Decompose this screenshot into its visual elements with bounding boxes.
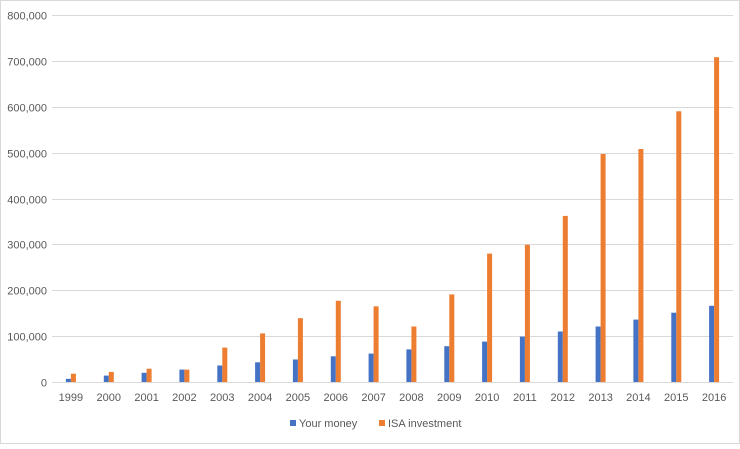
bar-isa-investment-2008 [411,326,417,382]
bar-isa-investment-2002 [184,369,190,382]
bar-isa-investment-2001 [146,368,152,382]
bar-your-money-2008 [406,349,412,382]
bar-your-money-2004 [255,362,261,382]
x-tick-label: 2013 [588,392,612,404]
bar-your-money-2009 [444,346,450,382]
bar-isa-investment-2000 [108,371,114,382]
legend-label: Your money [299,418,358,430]
x-tick-label: 2008 [399,392,423,404]
x-tick-label: 2002 [172,392,196,404]
bar-your-money-2016 [709,305,715,382]
y-tick-label: 700,000 [7,57,47,69]
x-tick-label: 2015 [664,392,688,404]
bar-your-money-2005 [292,359,298,382]
x-tick-label: 2014 [626,392,650,404]
legend-swatch [379,420,385,426]
y-tick-label: 400,000 [7,195,47,207]
bar-your-money-2011 [519,336,525,382]
x-tick-label: 2010 [475,392,499,404]
bar-your-money-2012 [557,331,563,382]
bar-your-money-2013 [595,326,601,382]
legend: Your money ISA investment [290,418,461,430]
x-tick-label: 2016 [702,392,726,404]
y-tick-label: 600,000 [7,103,47,115]
bar-your-money-1999 [65,378,71,382]
x-tick-label: 2011 [513,392,537,404]
x-tick-label: 2009 [437,392,461,404]
bar-your-money-2015 [671,312,677,382]
x-tick-label: 2003 [210,392,234,404]
bar-isa-investment-2005 [297,318,303,382]
bars [65,57,720,383]
bar-isa-investment-2015 [676,111,682,383]
y-tick-label: 800,000 [7,11,47,23]
x-tick-label: 2000 [97,392,121,404]
bar-your-money-2002 [179,369,185,382]
x-tick-label: 2012 [551,392,575,404]
bar-isa-investment-2012 [562,215,568,382]
bar-isa-investment-2010 [487,253,493,382]
y-tick-label: 200,000 [7,286,47,298]
bar-isa-investment-2006 [335,300,341,382]
bar-your-money-2006 [330,356,336,382]
x-tick-label: 2001 [134,392,158,404]
bar-your-money-2007 [368,353,374,382]
y-tick-label: 500,000 [7,149,47,161]
x-tick-label: 2005 [286,392,310,404]
y-axis-tick-labels: 0 100,000 200,000 300,000 400,000 500,000 600,… [7,11,47,390]
bar-your-money-2010 [482,341,488,382]
y-tick-label: 100,000 [7,332,47,344]
legend-swatch [290,420,296,426]
bar-isa-investment-2013 [600,154,606,382]
bar-your-money-2014 [633,319,639,382]
legend-label: ISA investment [388,418,461,430]
y-tick-label: 0 [41,378,47,390]
bar-isa-investment-2011 [524,244,530,382]
bar-isa-investment-2009 [449,294,455,382]
y-tick-label: 300,000 [7,240,47,252]
x-tick-label: 1999 [59,392,83,404]
bar-isa-investment-2016 [714,57,720,382]
bar-isa-investment-2014 [638,149,644,382]
bar-your-money-2001 [141,372,147,382]
gridlines [52,15,733,383]
bar-isa-investment-2004 [260,333,266,382]
bar-isa-investment-2003 [222,347,228,382]
x-tick-label: 2004 [248,392,272,404]
bar-your-money-2000 [103,375,109,382]
bar-isa-investment-1999 [70,373,76,382]
x-axis-tick-labels: 1999 2000 2001 2002 2003 2004 2005 2006 2007 2008… [59,392,727,404]
x-tick-label: 2007 [361,392,385,404]
bar-your-money-2003 [217,365,223,382]
x-tick-label: 2006 [324,392,348,404]
bar-isa-investment-2007 [373,306,379,382]
